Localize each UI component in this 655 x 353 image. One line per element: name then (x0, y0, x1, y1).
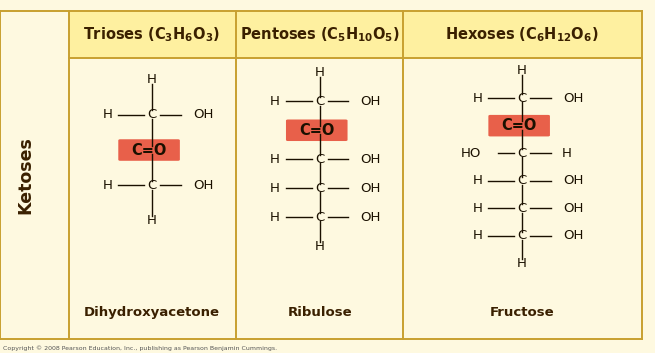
Text: OH: OH (563, 202, 584, 215)
Text: OH: OH (193, 108, 214, 121)
FancyBboxPatch shape (119, 139, 180, 161)
Text: H: H (270, 153, 280, 166)
Text: HO: HO (460, 147, 481, 160)
Text: H: H (314, 66, 325, 79)
Text: C: C (517, 202, 527, 215)
Text: OH: OH (563, 229, 584, 242)
Text: H: H (517, 257, 527, 270)
Text: H: H (147, 73, 157, 86)
Text: OH: OH (563, 92, 584, 104)
Text: C: C (517, 147, 527, 160)
Text: $\mathbf{Pentoses\ (C_5H_{10}O_5)}$: $\mathbf{Pentoses\ (C_5H_{10}O_5)}$ (240, 25, 400, 44)
Text: C: C (517, 229, 527, 242)
Text: H: H (102, 179, 113, 192)
Bar (69, 11, 642, 58)
Text: Ketoses: Ketoses (16, 136, 34, 214)
Text: C: C (147, 108, 157, 121)
Text: H: H (270, 182, 280, 195)
FancyBboxPatch shape (286, 119, 348, 141)
Text: OH: OH (360, 182, 381, 195)
FancyBboxPatch shape (489, 115, 550, 136)
Text: C=O: C=O (132, 143, 167, 157)
Text: C: C (315, 153, 324, 166)
Text: H: H (270, 95, 280, 108)
Text: C=O: C=O (299, 123, 335, 138)
Text: OH: OH (563, 174, 584, 187)
Text: C: C (517, 92, 527, 104)
Text: H: H (561, 147, 572, 160)
Text: H: H (472, 229, 483, 242)
Text: Ribulose: Ribulose (288, 306, 352, 319)
Text: $\mathbf{Hexoses\ (C_6H_{12}O_6)}$: $\mathbf{Hexoses\ (C_6H_{12}O_6)}$ (445, 25, 599, 44)
Text: C: C (517, 174, 527, 187)
Text: C: C (147, 179, 157, 192)
Text: OH: OH (360, 153, 381, 166)
Text: C: C (315, 211, 324, 223)
Text: H: H (147, 214, 157, 227)
Text: OH: OH (360, 211, 381, 223)
Text: $\mathbf{Trioses\ (C_3H_6O_3)}$: $\mathbf{Trioses\ (C_3H_6O_3)}$ (83, 25, 221, 44)
Text: H: H (270, 211, 280, 223)
Text: H: H (314, 240, 325, 252)
Text: OH: OH (360, 95, 381, 108)
Text: H: H (472, 174, 483, 187)
Text: C: C (315, 95, 324, 108)
Text: H: H (102, 108, 113, 121)
Text: C: C (315, 182, 324, 195)
Text: H: H (472, 92, 483, 104)
Text: Fructose: Fructose (490, 306, 554, 319)
Text: C=O: C=O (502, 118, 537, 133)
Text: Copyright © 2008 Pearson Education, Inc., publishing as Pearson Benjamin Cumming: Copyright © 2008 Pearson Education, Inc.… (3, 346, 278, 351)
Text: OH: OH (193, 179, 214, 192)
Text: H: H (517, 64, 527, 77)
Text: H: H (472, 202, 483, 215)
Text: Dihydroxyacetone: Dihydroxyacetone (84, 306, 220, 319)
